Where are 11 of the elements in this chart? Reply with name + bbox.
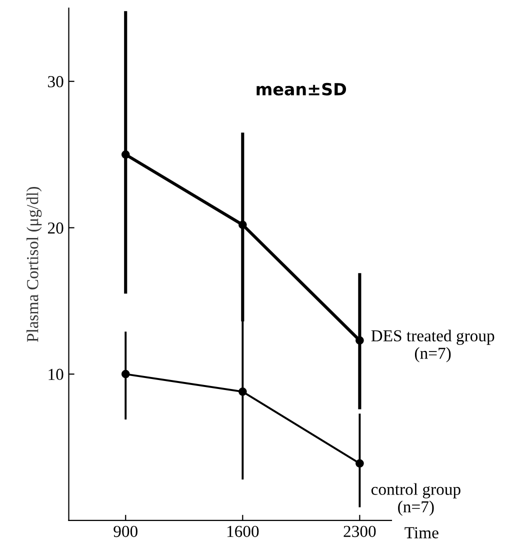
annotation: mean±SD: [256, 82, 346, 96]
x-axis-title: Time: [404, 527, 438, 538]
x-tick-label: 900: [114, 526, 138, 538]
x-tick-label: 1600: [227, 526, 259, 538]
y-tick-label: 20: [48, 222, 64, 234]
y-axis-title: Plasma Cortisol (μg/dl): [26, 186, 42, 342]
series-label: control group (n=7): [371, 483, 460, 516]
y-tick-label: 10: [48, 368, 64, 380]
series-label: DES treated group (n=7): [371, 330, 494, 362]
y-tick-label: 30: [48, 76, 64, 88]
x-tick-label: 2300: [344, 526, 376, 538]
